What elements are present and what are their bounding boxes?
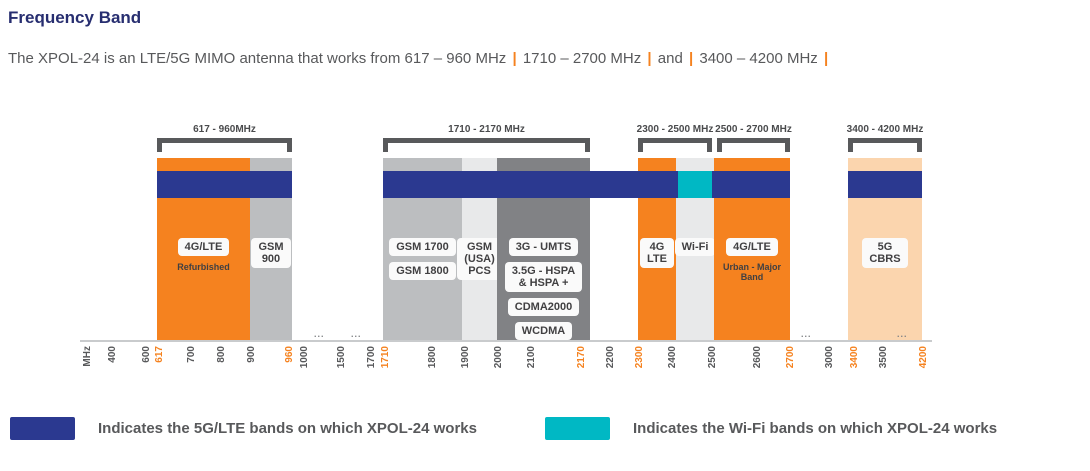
band-chip-wcdma: WCDMA xyxy=(514,322,573,340)
band-subtext-urban-major-band: Urban - Major Band xyxy=(722,262,781,282)
description-text: and xyxy=(657,50,683,67)
axis-tick-1500: 1500 xyxy=(336,346,347,369)
legend-item-5g-lte: Indicates the 5G/LTE bands on which XPOL… xyxy=(10,417,477,440)
works-bar-segment-5g-lte-works-617 xyxy=(157,171,292,198)
axis-tick-1900: 1900 xyxy=(460,346,471,369)
works-bar-segment-wi-fi-works-2400 xyxy=(678,171,712,198)
works-bar-segment-5g-lte-works-1710 xyxy=(383,171,678,198)
legend: Indicates the 5G/LTE bands on which XPOL… xyxy=(0,417,1090,447)
pipe-separator: | xyxy=(689,50,694,67)
bracket-label-2500-2700-mhz: 2500 - 2700 MHz xyxy=(715,124,792,135)
axis-break-ellipsis: ... xyxy=(351,329,362,339)
bracket-icon-2500-2700-mhz xyxy=(717,138,790,152)
axis-tick-2300: 2300 xyxy=(634,346,645,369)
band-chip-gsm-900: GSM 900 xyxy=(251,238,291,268)
description-text: 1710 – 2700 MHz xyxy=(522,50,642,67)
axis-tick-1700: 1700 xyxy=(366,346,377,369)
axis-tick-2400: 2400 xyxy=(667,346,678,369)
axis-tick-700: 700 xyxy=(186,346,197,363)
axis-tick-mhz: MHz xyxy=(82,346,93,367)
legend-swatch-5g-lte xyxy=(10,417,75,440)
axis-tick-800: 800 xyxy=(216,346,227,363)
legend-item-wifi: Indicates the Wi-Fi bands on which XPOL-… xyxy=(545,417,997,440)
axis-tick-1800: 1800 xyxy=(427,346,438,369)
band-chip-gsm-1800: GSM 1800 xyxy=(389,262,456,280)
axis-tick-2600: 2600 xyxy=(752,346,763,369)
pipe-separator: | xyxy=(823,50,829,67)
axis-break-ellipsis: ... xyxy=(801,329,812,339)
x-axis-line xyxy=(80,340,932,342)
bracket-icon-1710-2170-mhz xyxy=(383,138,590,152)
description: The XPOL-24 is an LTE/5G MIMO antenna th… xyxy=(8,49,1083,68)
legend-label-5g-lte: Indicates the 5G/LTE bands on which XPOL… xyxy=(98,420,477,437)
axis-tick-3500: 3500 xyxy=(878,346,889,369)
bracket-icon-617-960mhz xyxy=(157,138,292,152)
description-text: 3400 – 4200 MHz xyxy=(699,50,818,67)
axis-tick-2500: 2500 xyxy=(707,346,718,369)
bracket-label-3400-4200-mhz: 3400 - 4200 MHz xyxy=(846,124,924,135)
pipe-separator: | xyxy=(647,50,652,67)
band-chip-5g-cbrs: 5G CBRS xyxy=(862,238,908,268)
axis-break-ellipsis: ... xyxy=(897,329,908,339)
axis-tick-2200: 2200 xyxy=(605,346,616,369)
bracket-icon-3400-4200-mhz xyxy=(848,138,922,152)
band-chip-gsm-1700: GSM 1700 xyxy=(389,238,456,256)
description-text: The XPOL-24 is an LTE/5G MIMO antenna th… xyxy=(8,50,507,67)
axis-tick-960: 960 xyxy=(284,346,295,363)
band-chip-3-5g-hspa-hspa: 3.5G - HSPA & HSPA + xyxy=(504,262,583,292)
band-chip-cdma2000: CDMA2000 xyxy=(507,298,580,316)
axis-tick-400: 400 xyxy=(107,346,118,363)
bracket-label-2300-2500-mhz: 2300 - 2500 MHz xyxy=(636,124,714,135)
band-chip-3g-umts: 3G - UMTS xyxy=(508,238,579,256)
axis-tick-2000: 2000 xyxy=(493,346,504,369)
axis-tick-617: 617 xyxy=(154,346,165,363)
axis-tick-4200: 4200 xyxy=(918,346,929,369)
legend-label-wifi: Indicates the Wi-Fi bands on which XPOL-… xyxy=(633,420,998,437)
works-bar-segment-5g-lte-works-3400 xyxy=(848,171,922,198)
axis-tick-600: 600 xyxy=(141,346,152,363)
legend-swatch-wifi xyxy=(545,417,610,440)
pipe-separator: | xyxy=(512,50,517,67)
axis-tick-3000: 3000 xyxy=(824,346,835,369)
band-chip-4g-lte: 4G/LTE xyxy=(177,238,230,256)
band-chip-wi-fi: Wi-Fi xyxy=(674,238,716,256)
works-bar-segment-5g-lte-works-2500 xyxy=(712,171,790,198)
axis-tick-2100: 2100 xyxy=(526,346,537,369)
bracket-label-617-960mhz: 617 - 960MHz xyxy=(193,124,256,135)
axis-tick-1710: 1710 xyxy=(380,346,391,369)
axis-tick-900: 900 xyxy=(246,346,257,363)
band-chip-4g-lte: 4G/LTE xyxy=(726,238,778,256)
axis-tick-1000: 1000 xyxy=(299,346,310,369)
band-chip-4g-lte: 4G LTE xyxy=(640,238,674,268)
axis-break-ellipsis: ... xyxy=(314,329,325,339)
page-title: Frequency Band xyxy=(8,8,142,27)
band-chip-gsm-usa-pcs: GSM (USA) PCS xyxy=(457,238,502,280)
axis-tick-3400: 3400 xyxy=(849,346,860,369)
band-subtext-refurbished: Refurbished xyxy=(177,262,230,272)
axis-tick-2700: 2700 xyxy=(785,346,796,369)
axis-tick-2170: 2170 xyxy=(576,346,587,369)
bracket-icon-2300-2500-mhz xyxy=(638,138,712,152)
bracket-label-1710-2170-mhz: 1710 - 2170 MHz xyxy=(448,124,525,135)
